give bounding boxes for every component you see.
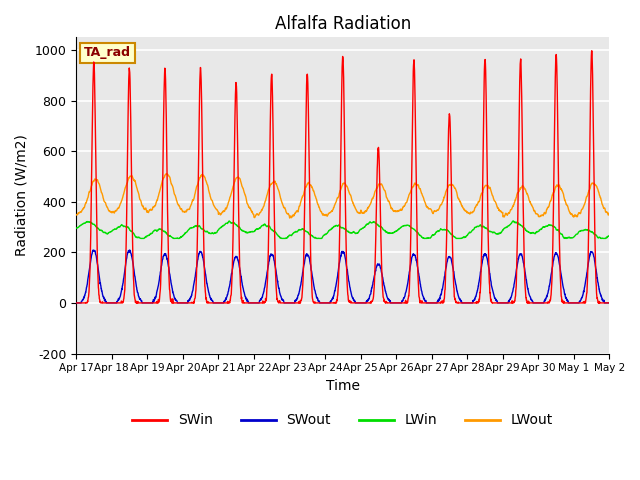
Text: TA_rad: TA_rad	[84, 46, 131, 60]
Legend: SWin, SWout, LWin, LWout: SWin, SWout, LWin, LWout	[127, 408, 559, 433]
Y-axis label: Radiation (W/m2): Radiation (W/m2)	[15, 134, 29, 256]
X-axis label: Time: Time	[326, 379, 360, 393]
Title: Alfalfa Radiation: Alfalfa Radiation	[275, 15, 411, 33]
